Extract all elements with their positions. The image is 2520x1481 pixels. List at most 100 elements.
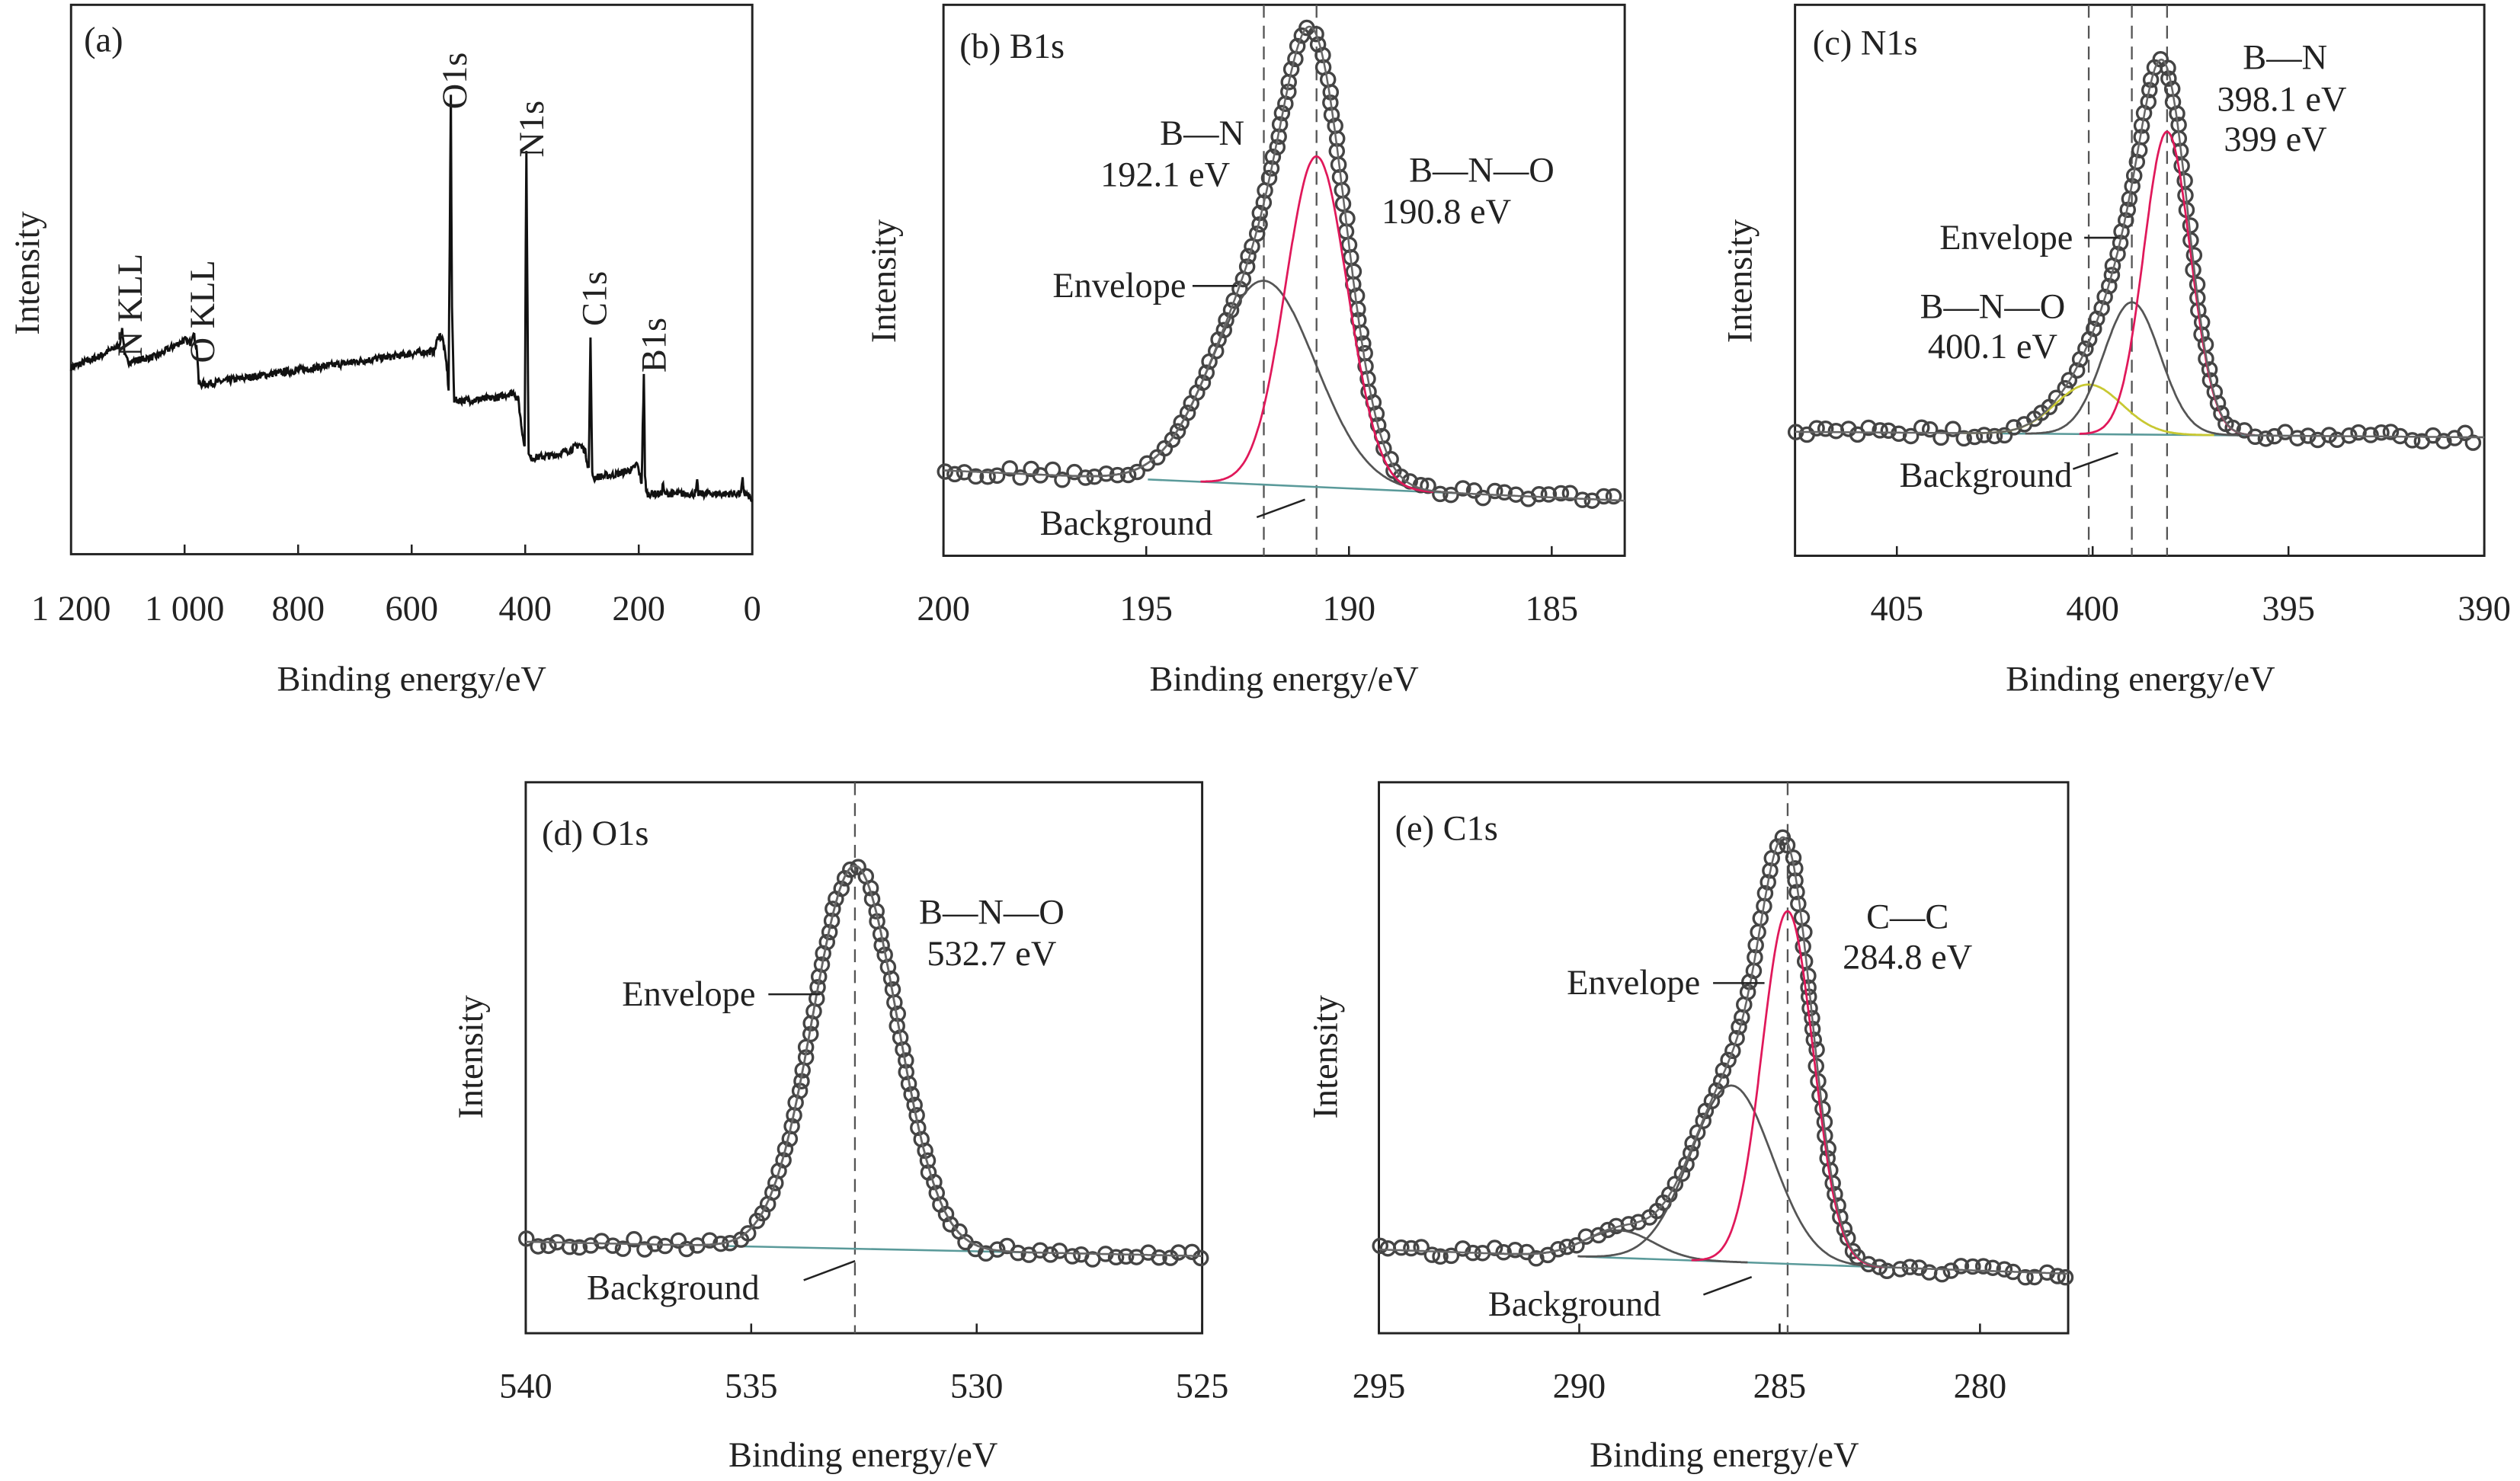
peak-label-n-kll: N KLL bbox=[111, 254, 150, 357]
panel-c-data-point bbox=[2289, 430, 2306, 446]
panel-c-xlabel: Binding energy/eV bbox=[2006, 661, 2275, 699]
panel-d-frame bbox=[524, 781, 1204, 1335]
panel-d-data-point bbox=[1064, 1248, 1081, 1265]
panel-d-data-point bbox=[1192, 1249, 1209, 1267]
label-d-background: Background bbox=[587, 1269, 760, 1308]
panel-c-data-point bbox=[1902, 427, 1920, 445]
label-b-background: Background bbox=[1040, 504, 1213, 543]
panel-b-data-point bbox=[1540, 486, 1558, 503]
panel-e-data-point bbox=[1933, 1265, 1951, 1283]
panel-d-xtick-label: 525 bbox=[1176, 1367, 1229, 1406]
panel-e-data-point bbox=[1891, 1261, 1909, 1278]
panel-b-data-point bbox=[1044, 461, 1061, 478]
panel-b-xlabel: Binding energy/eV bbox=[1149, 661, 1418, 699]
panel-b-data-point bbox=[1289, 37, 1306, 55]
panel-e-data-point bbox=[1683, 1144, 1699, 1162]
panel-e-data-point bbox=[1996, 1261, 2013, 1278]
panel-e-xtick-label: 290 bbox=[1553, 1367, 1606, 1406]
panel-b-data-point bbox=[1097, 465, 1115, 482]
panel-d-data-point bbox=[518, 1230, 535, 1247]
panel-b-data-point bbox=[1530, 486, 1548, 503]
panel-b-data-point bbox=[1369, 417, 1387, 433]
panel-c-data-point bbox=[2068, 362, 2086, 379]
panel-e-data-point bbox=[1712, 1073, 1730, 1089]
panel-e-xtick-label: 285 bbox=[1753, 1367, 1807, 1406]
panel-d-data-point bbox=[656, 1237, 674, 1255]
panel-e-data-point bbox=[1393, 1239, 1410, 1256]
panel-e-data-point bbox=[1984, 1259, 2001, 1276]
panel-b-xtick-label: 200 bbox=[917, 590, 970, 629]
panel-b-xtick-label: 185 bbox=[1526, 590, 1579, 629]
label-d-bno-ev: 532.7 eV bbox=[927, 935, 1056, 974]
panel-d-data-point bbox=[614, 1240, 632, 1257]
panel-b-data-point bbox=[1282, 61, 1300, 78]
panel-e-xtick-label: 280 bbox=[1954, 1367, 2007, 1406]
panel-b-title: (b) B1s bbox=[959, 27, 1065, 66]
label-c-bno-ev: 400.1 eV bbox=[1928, 328, 2057, 366]
panel-c-data-point bbox=[2093, 299, 2110, 317]
panel-c-data-point bbox=[1880, 422, 1897, 440]
panel-d-data-point bbox=[895, 1041, 911, 1058]
panel-e-data-point bbox=[1558, 1238, 1576, 1255]
panel-e-frame bbox=[1378, 781, 2070, 1335]
panel-b-data-point bbox=[1240, 248, 1257, 265]
panel-d-data-point bbox=[626, 1230, 642, 1248]
panel-d-data-point bbox=[561, 1238, 578, 1255]
panel-b-data-point bbox=[1314, 46, 1331, 64]
leader-e-background bbox=[1702, 1276, 1753, 1296]
label-c-bn-ev1: 398.1 eV bbox=[2217, 80, 2346, 119]
panel-c-data-point bbox=[2101, 277, 2118, 295]
label-b-bn: B—N bbox=[1160, 114, 1244, 153]
panel-e-data-point bbox=[1443, 1247, 1460, 1265]
panel-d-xtick-label: 530 bbox=[950, 1367, 1004, 1406]
panel-c-data-point bbox=[1913, 419, 1930, 437]
panel-b-data-point bbox=[1054, 472, 1071, 488]
panel-e-data-point bbox=[1403, 1239, 1420, 1257]
panel-b-data-point bbox=[1119, 466, 1137, 484]
panel-b-data-point bbox=[1231, 280, 1248, 297]
panel-d-data-point bbox=[571, 1239, 588, 1256]
panel-d-data-point bbox=[1032, 1242, 1049, 1259]
panel-b-data-point bbox=[1308, 25, 1324, 43]
panel-c-data-point bbox=[2160, 59, 2176, 76]
panel-b-data-point bbox=[1012, 469, 1029, 486]
panel-a-xtick-label: 400 bbox=[498, 590, 552, 629]
panel-b-data-point bbox=[1215, 321, 1233, 339]
panel-b-data-point bbox=[1207, 343, 1225, 360]
panel-b-data-point bbox=[1605, 488, 1622, 505]
panel-b-data-point bbox=[1179, 405, 1196, 421]
peak-label-b1s: B1s bbox=[635, 318, 674, 373]
panel-d-data-point bbox=[1151, 1249, 1167, 1266]
panel-b-data-point bbox=[967, 468, 985, 485]
panel-e-data-point bbox=[1454, 1240, 1471, 1257]
panel-d-data-point bbox=[776, 1140, 794, 1158]
panel-d-data-point bbox=[842, 861, 859, 878]
panel-c-data-point bbox=[2246, 428, 2264, 446]
panel-b-data-point bbox=[1194, 374, 1212, 391]
panel-c-data-point bbox=[1966, 428, 1984, 446]
survey-spectrum-line bbox=[69, 94, 754, 503]
panel-e-data-point bbox=[1728, 1029, 1745, 1047]
panel-d-ylabel: Intensity bbox=[452, 995, 491, 1118]
panel-d-envelope-line bbox=[525, 865, 1202, 1258]
panel-c-data-point bbox=[2141, 82, 2158, 99]
panel-b-data-point bbox=[1561, 485, 1579, 502]
panel-b-data-point bbox=[1255, 194, 1273, 211]
panel-e-data-point bbox=[1720, 1051, 1737, 1069]
label-d-envelope: Envelope bbox=[622, 975, 755, 1014]
peak-label-c1s: C1s bbox=[575, 271, 614, 326]
panel-e-data-point bbox=[1952, 1258, 1970, 1275]
panel-c-data-point bbox=[2109, 245, 2126, 263]
panel-a-ylabel: Intensity bbox=[8, 211, 47, 334]
panel-c-data-point bbox=[1945, 421, 1961, 437]
panel-d-xlabel: Binding energy/eV bbox=[728, 1436, 997, 1475]
label-b-bn-ev: 192.1 eV bbox=[1100, 156, 1230, 195]
panel-b-data-point bbox=[1077, 469, 1094, 486]
panel-b-data-point bbox=[1260, 169, 1278, 187]
panel-e-data-point bbox=[1372, 1237, 1388, 1255]
panel-b-data-point bbox=[979, 469, 996, 485]
panel-d-data-point bbox=[823, 912, 841, 929]
panel-c-ylabel: Intensity bbox=[1721, 219, 1760, 343]
panel-b-xtick-label: 190 bbox=[1322, 590, 1375, 629]
